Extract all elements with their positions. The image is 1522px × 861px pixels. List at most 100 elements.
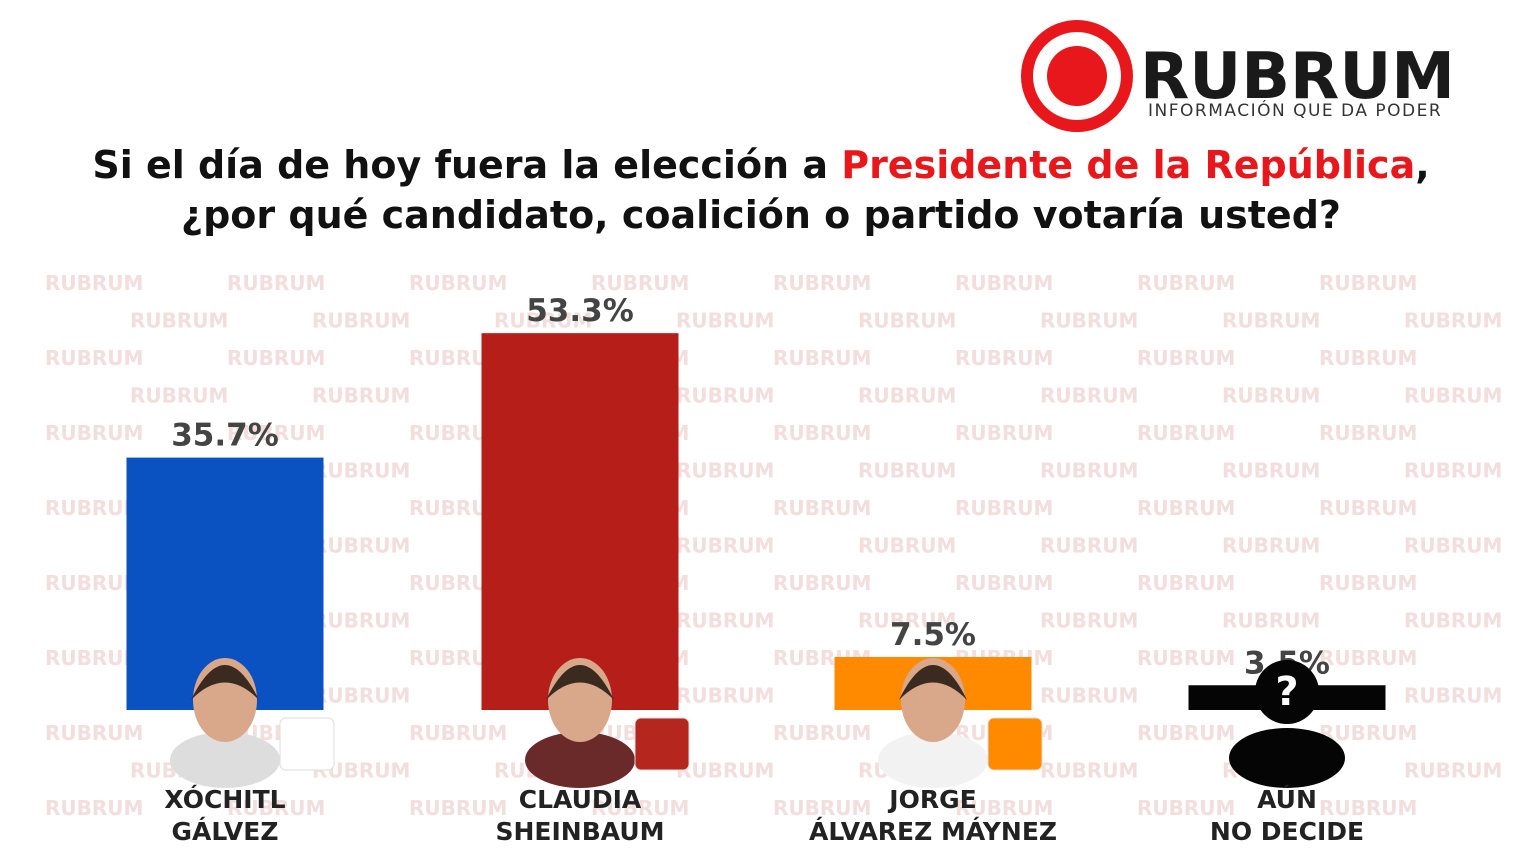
watermark: RUBRUM <box>1319 496 1417 520</box>
chart-title: Si el día de hoy fuera la elección a Pre… <box>0 140 1522 240</box>
candidate-photo-body <box>878 732 988 788</box>
watermark: RUBRUM <box>130 309 228 333</box>
watermark: RUBRUM <box>1404 309 1502 333</box>
watermark: RUBRUM <box>1319 271 1417 295</box>
watermark: RUBRUM <box>45 421 143 445</box>
watermark: RUBRUM <box>676 759 774 783</box>
watermark: RUBRUM <box>312 534 410 558</box>
title-highlight: Presidente de la República <box>841 143 1416 187</box>
watermark: RUBRUM <box>45 271 143 295</box>
watermark: RUBRUM <box>676 384 774 408</box>
party-logo <box>634 717 690 771</box>
watermark: RUBRUM <box>591 796 689 820</box>
watermark: RUBRUM <box>1137 571 1235 595</box>
party-logo <box>987 717 1043 771</box>
watermark: RUBRUM <box>409 796 507 820</box>
watermark: RUBRUM <box>773 271 871 295</box>
watermark: RUBRUM <box>773 346 871 370</box>
watermark: RUBRUM <box>1319 571 1417 595</box>
party-logo <box>279 717 335 771</box>
watermark: RUBRUM <box>312 384 410 408</box>
watermark: RUBRUM <box>1222 459 1320 483</box>
watermark: RUBRUM <box>1137 721 1235 745</box>
category-label: JORGE ÁLVAREZ MÁYNEZ <box>808 785 1058 846</box>
watermark: RUBRUM <box>130 384 228 408</box>
watermark: RUBRUM <box>955 496 1053 520</box>
candidate-photo-body <box>525 732 635 788</box>
watermark: RUBRUM <box>955 271 1053 295</box>
watermark: RUBRUM <box>494 309 592 333</box>
watermark: RUBRUM <box>1040 684 1138 708</box>
watermark: RUBRUM <box>1137 496 1235 520</box>
watermark: RUBRUM <box>227 271 325 295</box>
watermark: RUBRUM <box>955 796 1053 820</box>
watermark: RUBRUM <box>676 459 774 483</box>
watermark: RUBRUM <box>312 459 410 483</box>
watermark: RUBRUM <box>955 346 1053 370</box>
category-label: AÚN NO DECIDE <box>1209 785 1365 846</box>
watermark: RUBRUM <box>773 571 871 595</box>
watermark: RUBRUM <box>955 571 1053 595</box>
watermark: RUBRUM <box>773 421 871 445</box>
watermark: RUBRUM <box>858 609 956 633</box>
candidate-hair <box>191 665 259 700</box>
category-label: XÓCHITL GÁLVEZ <box>164 785 286 846</box>
watermark: RUBRUM <box>1404 459 1502 483</box>
watermark: RUBRUM <box>1040 759 1138 783</box>
watermark: RUBRUM <box>1319 796 1417 820</box>
logo-name: RUBRUM <box>1140 40 1455 114</box>
bar <box>481 333 679 710</box>
watermark: RUBRUM <box>676 609 774 633</box>
logo-dot <box>1047 46 1107 106</box>
title-text: Si el día de hoy fuera la elección a <box>92 143 842 187</box>
watermark: RUBRUM <box>858 459 956 483</box>
watermark: RUBRUM <box>1222 384 1320 408</box>
watermark: RUBRUM <box>45 796 143 820</box>
watermark: RUBRUM <box>1137 421 1235 445</box>
candidate-photo-body <box>170 732 280 788</box>
watermark: RUBRUM <box>227 796 325 820</box>
watermark: RUBRUM <box>1040 534 1138 558</box>
watermark: RUBRUM <box>1137 346 1235 370</box>
value-label: 53.3% <box>526 293 634 329</box>
watermark: RUBRUM <box>1040 309 1138 333</box>
watermark: RUBRUM <box>1040 609 1138 633</box>
watermark: RUBRUM <box>45 346 143 370</box>
watermark: RUBRUM <box>409 271 507 295</box>
silhouette-head <box>1255 660 1319 724</box>
watermark: RUBRUM <box>676 534 774 558</box>
silhouette-body <box>1229 728 1345 788</box>
watermark: RUBRUM <box>1404 609 1502 633</box>
marks: 35.7%53.3%7.5%3.5%? <box>126 293 1386 788</box>
watermark: RUBRUM <box>1404 534 1502 558</box>
watermark: RUBRUM <box>858 309 956 333</box>
watermark: RUBRUM <box>45 721 143 745</box>
logo-ring <box>1021 20 1133 132</box>
watermark: RUBRUM <box>773 496 871 520</box>
watermark: RUBRUM <box>312 309 410 333</box>
category-label: CLAUDIA SHEINBAUM <box>495 785 665 846</box>
watermark: RUBRUM <box>955 421 1053 445</box>
watermark: RUBRUM <box>858 384 956 408</box>
watermark: RUBRUM <box>1222 534 1320 558</box>
watermark: RUBRUM <box>1137 796 1235 820</box>
watermark: RUBRUM <box>227 346 325 370</box>
watermark: RUBRUM <box>312 609 410 633</box>
watermark: RUBRUM <box>312 684 410 708</box>
watermark: RUBRUM <box>773 796 871 820</box>
unknown-icon: ? <box>1275 669 1298 715</box>
candidate-hair <box>546 665 614 700</box>
watermark: RUBRUM <box>1222 609 1320 633</box>
watermark: RUBRUM <box>409 721 507 745</box>
value-label: 7.5% <box>890 617 976 653</box>
watermark: RUBRUM <box>1319 646 1417 670</box>
logo-tagline: INFORMACIÓN QUE DA PODER <box>1148 99 1442 121</box>
watermark: RUBRUM <box>1319 721 1417 745</box>
watermark: RUBRUM <box>858 534 956 558</box>
watermark: RUBRUM <box>773 721 871 745</box>
watermark: RUBRUM <box>1040 384 1138 408</box>
watermark: RUBRUM <box>227 421 325 445</box>
watermark: RUBRUM <box>1137 271 1235 295</box>
watermark: RUBRUM <box>1137 646 1235 670</box>
